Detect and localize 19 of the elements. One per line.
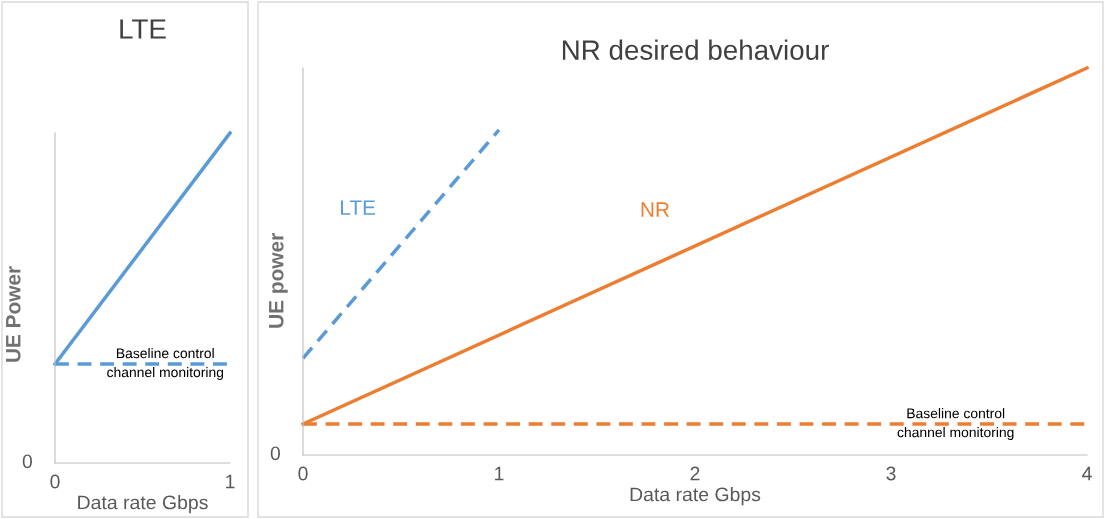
- x-tick-label: 2: [690, 466, 700, 481]
- chart-title: NR desired behaviour: [562, 39, 829, 60]
- text: 0: [22, 454, 33, 469]
- x-axis-title: Data rate Gbps: [78, 495, 208, 514]
- y-axis-title: UE power: [269, 233, 288, 328]
- x-tick-label: 4: [1082, 466, 1092, 481]
- series-label: LTE: [341, 200, 376, 215]
- chart-title: LTE: [120, 19, 166, 39]
- x-tick-label: 0: [298, 466, 308, 481]
- x-tick-label: 0: [50, 474, 60, 489]
- y-axis-title: UE Power: [6, 266, 21, 362]
- annotation: Baseline control channel monitoring: [107, 348, 224, 380]
- x-axis-title: Data rate Gbps: [630, 487, 761, 506]
- series-label: NR: [641, 202, 670, 217]
- x-tick-label: 1: [226, 474, 235, 489]
- text: 0: [270, 446, 281, 461]
- x-tick-label: 1: [495, 466, 504, 481]
- annotation: Baseline control channel monitoring: [897, 408, 1014, 441]
- x-tick-label: 3: [886, 466, 896, 481]
